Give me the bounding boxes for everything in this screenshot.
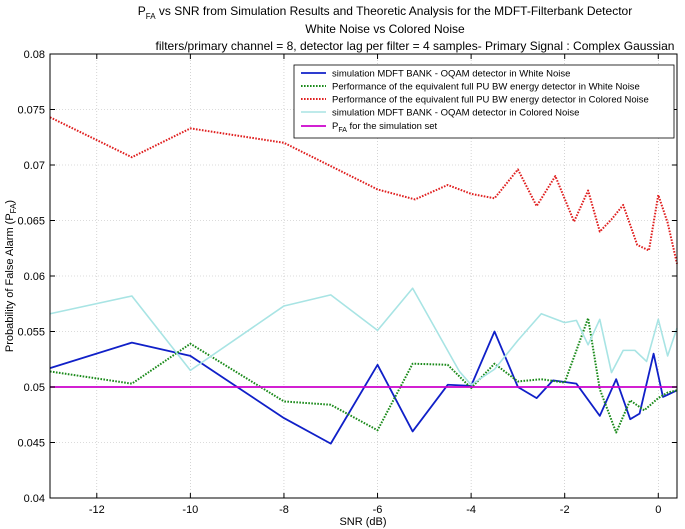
series-line-colored-energy	[49, 116, 678, 265]
axis-ticks: -12 -10 -8 -6 -4 -2 0 0.04 0.045 0.05 0.055 0.06 0.0…	[17, 49, 677, 516]
chart-title-line1: PFA vs SNR from Simulation Results and T…	[138, 4, 632, 21]
legend-label-colored-energy: Performance of the equivalent full PU BW…	[332, 95, 649, 106]
series-layer	[49, 116, 678, 445]
y-tick-label: 0.08	[24, 49, 45, 61]
chart-title-line2: White Noise vs Colored Noise	[305, 22, 465, 36]
y-tick-label: 0.07	[24, 160, 45, 172]
x-tick-label: -12	[89, 504, 105, 516]
chart-title-line3: filters/primary channel = 8, detector la…	[156, 39, 675, 53]
series-line-colored-sim	[49, 287, 678, 386]
y-tick-label: 0.05	[24, 382, 45, 394]
x-tick-label: -10	[182, 504, 198, 516]
legend-label-white-energy: Performance of the equivalent full PU BW…	[332, 82, 640, 93]
x-axis-label: SNR (dB)	[339, 516, 386, 528]
y-tick-label: 0.045	[17, 438, 45, 450]
series-line-white-sim	[49, 330, 678, 445]
legend: simulation MDFT BANK - OQAM detector in …	[293, 64, 675, 139]
legend-box	[293, 64, 675, 139]
x-tick-label: 0	[655, 504, 661, 516]
y-axis-label: Probability of False Alarm (PFA)	[4, 200, 18, 352]
x-tick-label: -4	[466, 504, 476, 516]
y-tick-label: 0.04	[24, 493, 45, 505]
legend-label-white-sim: simulation MDFT BANK - OQAM detector in …	[332, 69, 570, 80]
y-tick-label: 0.06	[24, 271, 45, 283]
y-tick-label: 0.065	[17, 216, 45, 228]
y-tick-label: 0.075	[17, 105, 45, 117]
x-tick-label: -6	[373, 504, 383, 516]
x-tick-label: -2	[560, 504, 570, 516]
series-line-white-energy	[49, 317, 678, 434]
y-tick-label: 0.055	[17, 327, 45, 339]
legend-label-colored-sim: simulation MDFT BANK - OQAM detector in …	[332, 108, 579, 119]
x-tick-label: -8	[279, 504, 289, 516]
legend-label-pfa: PFA for the simulation set	[332, 121, 438, 134]
